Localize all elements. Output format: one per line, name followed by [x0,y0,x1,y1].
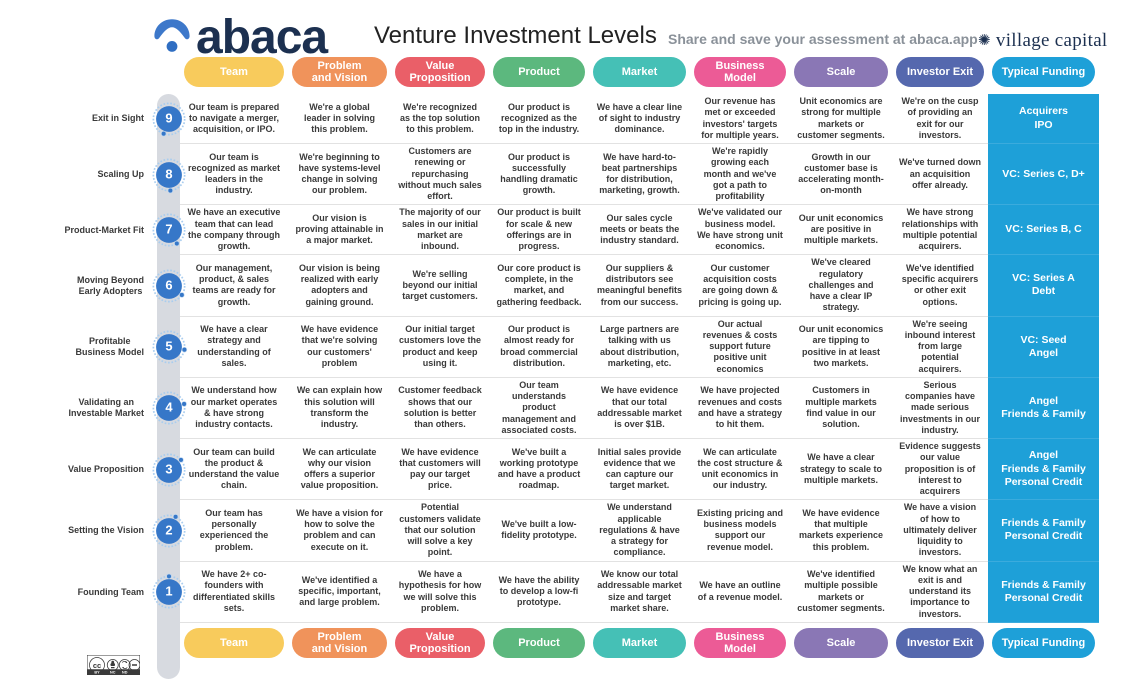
svg-text:5: 5 [165,339,172,354]
svg-text:1: 1 [165,584,172,599]
svg-text:NC: NC [110,671,116,675]
svg-text:9: 9 [165,110,172,125]
svg-text:7: 7 [165,222,172,237]
svg-text:BY: BY [94,671,100,675]
svg-text:ND: ND [122,671,128,675]
svg-text:6: 6 [165,277,172,292]
svg-text:3: 3 [165,461,172,476]
svg-text:4: 4 [165,400,173,415]
svg-text:cc: cc [93,661,101,670]
svg-text:8: 8 [165,166,172,181]
svg-text:2: 2 [165,522,172,537]
